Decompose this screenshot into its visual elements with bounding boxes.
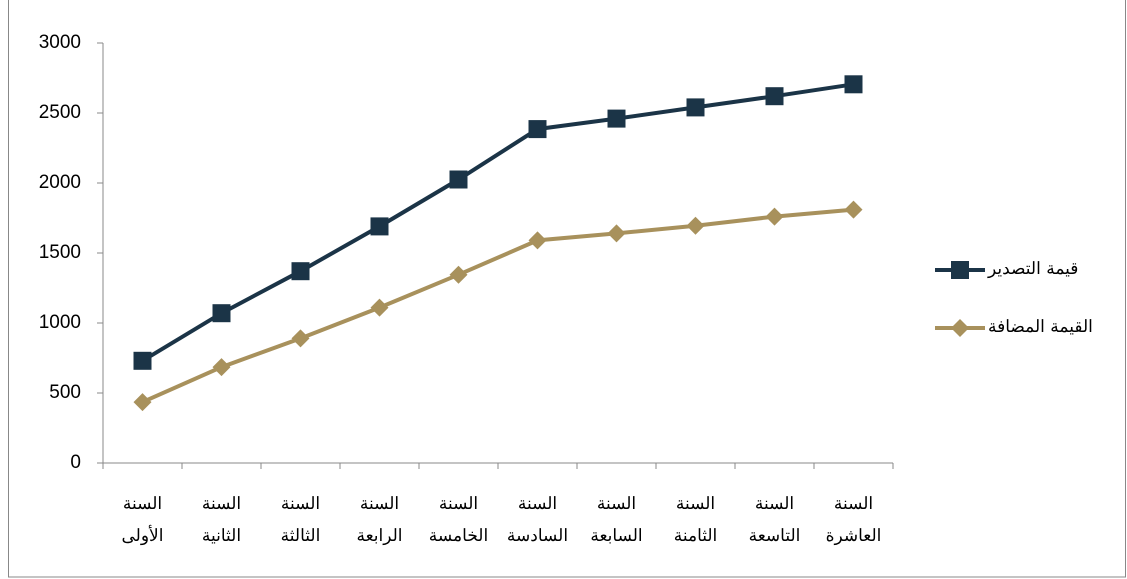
x-tick-label: السنة الأولى <box>121 494 164 546</box>
marker <box>449 265 468 284</box>
marker <box>370 217 389 236</box>
x-tick-label: السنة السادسة <box>506 494 569 546</box>
legend-label: القيمة المضافة <box>988 317 1093 337</box>
marker <box>133 393 152 412</box>
marker <box>449 170 468 189</box>
marker <box>528 231 547 250</box>
marker <box>291 262 310 281</box>
x-tick-label: السنة الرابعة <box>356 494 403 546</box>
y-tick-label: 1500 <box>39 242 81 263</box>
y-tick-label: 1000 <box>39 312 81 333</box>
chart-border <box>8 0 1126 578</box>
marker <box>765 207 784 226</box>
y-tick-label: 2000 <box>39 172 81 193</box>
marker <box>212 358 231 377</box>
line <box>141 82 854 363</box>
marker <box>686 98 705 117</box>
marker <box>844 75 863 94</box>
marker <box>528 120 547 139</box>
marker <box>607 109 626 128</box>
x-tick-label: السنة التاسعة <box>748 494 801 546</box>
x-tick-label: السنة الثامنة <box>673 494 718 546</box>
x-tick-label: السنة العاشرة <box>825 494 882 546</box>
line <box>141 207 854 404</box>
x-tick-label: السنة الثالثة <box>280 494 321 546</box>
marker <box>951 319 969 337</box>
x-tick-label: السنة الثانية <box>201 494 242 546</box>
y-tick-label: 2500 <box>39 102 81 123</box>
marker <box>607 224 626 243</box>
marker <box>291 329 310 348</box>
marker <box>133 351 152 370</box>
marker <box>370 298 389 317</box>
marker <box>212 304 231 323</box>
marker <box>686 216 705 235</box>
marker <box>765 87 784 106</box>
y-tick-label: 500 <box>49 382 81 403</box>
y-tick-label: 3000 <box>39 32 81 53</box>
x-tick-label: السنة السابعة <box>590 494 643 546</box>
x-tick-label: السنة الخامسة <box>428 494 489 546</box>
marker <box>951 261 969 279</box>
marker <box>844 200 863 219</box>
legend-label: قيمة التصدير <box>988 259 1079 279</box>
y-tick-label: 0 <box>70 452 81 473</box>
